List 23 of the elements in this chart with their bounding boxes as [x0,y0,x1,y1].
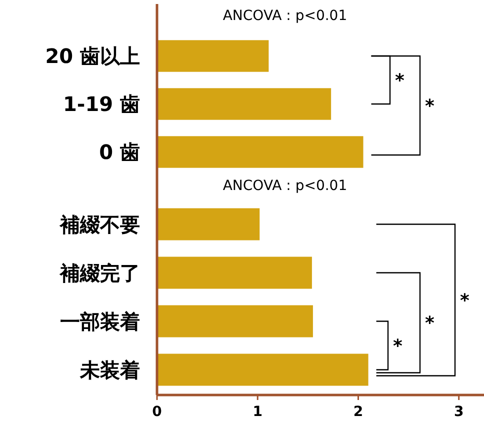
annotation: * [425,313,435,334]
annotation: * [395,70,405,92]
annotation: * [460,290,470,312]
bar [157,208,260,240]
bracket: * [376,320,402,370]
x-tick-label: 3 [454,404,464,420]
bar [157,305,313,338]
x-tick-label: 0 [152,404,162,420]
y-tick-label: 補綴不要 [59,212,140,236]
y-tick-label: 1-19 歯 [62,92,140,116]
y-tick-label: 補綴完了 [59,260,140,285]
annotation: * [393,336,403,357]
bar [157,354,368,386]
y-tick-label: 20 歯以上 [45,44,140,68]
x-tick-label: 2 [353,404,364,420]
y-tick-label: 一部装着 [60,309,140,334]
y-tick-label: 未装着 [79,358,140,382]
x-tick-label: 1 [252,404,262,420]
annotation: * [425,96,435,117]
y-tick-label: 0 歯 [99,140,140,164]
bar [157,256,312,289]
annotation: ANCOVA : p<0.01 [222,178,348,194]
annotation: ANCOVA : p<0.01 [222,8,348,24]
